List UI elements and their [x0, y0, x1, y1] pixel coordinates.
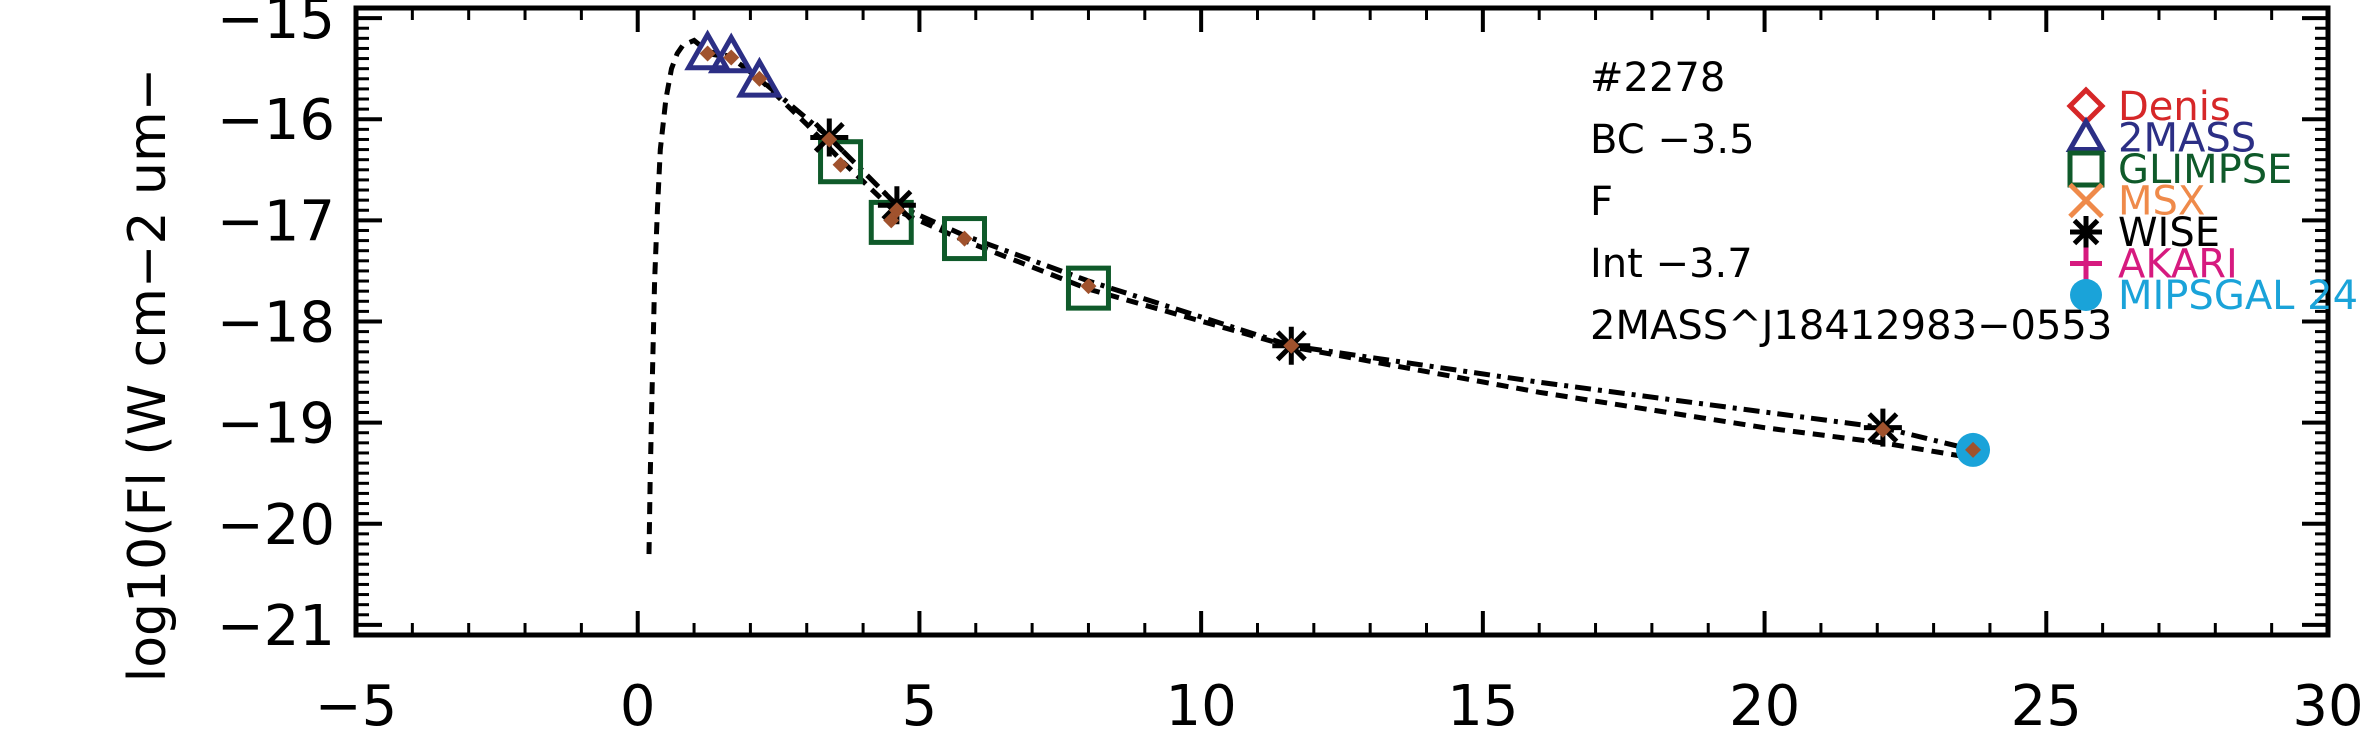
2mass-point	[684, 29, 731, 71]
glimpse-point	[1065, 265, 1111, 311]
legend-wise-label: WISE	[2118, 210, 2220, 256]
annotation-block: #2278 BC −3.5 F Int −3.7 2MASS^J18412983−055…	[1590, 55, 2112, 349]
model-fluxes-point	[1965, 441, 1982, 458]
y-tick-label: −21	[217, 594, 335, 659]
x-tick-label: 15	[1447, 674, 1518, 739]
annotation-line: F	[1590, 179, 1613, 225]
legend-mipsgal-24-label: MIPSGAL 24	[2118, 273, 2358, 319]
y-tick-label: −18	[217, 291, 335, 356]
glimpse-point	[818, 139, 864, 185]
glimpse-point	[942, 216, 988, 262]
legend-2mass-marker	[2065, 116, 2107, 152]
model-fluxes-point	[821, 131, 838, 148]
legend-glimpse-marker	[2067, 150, 2105, 188]
annotation-line: 2MASS^J18412983−0553	[1590, 303, 2112, 349]
legend-denis-label: Denis	[2118, 84, 2231, 130]
y-tick-label: −20	[217, 493, 335, 558]
model-fluxes-point	[699, 45, 716, 62]
y-axis-label: log10(Fl (W cm−2 um−	[118, 68, 178, 682]
legend-mipsgal-24-marker	[2070, 279, 2102, 311]
model-fluxes-point	[1874, 421, 1891, 438]
x-tick-label: 25	[2011, 674, 2082, 739]
y-tick-label: −16	[217, 88, 335, 153]
x-tick-label: 30	[2292, 674, 2361, 739]
model-fluxes-point	[1283, 337, 1300, 354]
model-fluxes-point	[1080, 278, 1097, 295]
y-tick-label: −15	[217, 0, 335, 52]
model-fluxes-point	[832, 156, 849, 173]
x-tick-label: 10	[1166, 674, 1237, 739]
data-points	[684, 29, 1991, 467]
model-fluxes-point	[956, 230, 973, 247]
annotation-line: Int −3.7	[1590, 241, 1753, 287]
annotation-line: #2278	[1590, 55, 1725, 101]
legend-akari-marker	[2070, 247, 2102, 280]
2mass-point	[736, 56, 783, 98]
legend-msx-marker	[2068, 182, 2104, 219]
plot-axes: −5 0 5 10 15 20 25 30 −15 −16 −17 −18 −19 −20 −21	[217, 0, 2361, 739]
legend-2mass-label: 2MASS	[2118, 116, 2256, 162]
model-fluxes-point	[723, 49, 740, 66]
y-tick-label: −19	[217, 392, 335, 457]
2mass-point	[707, 32, 755, 74]
model-fluxes-point	[888, 202, 905, 219]
x-tick-label: 0	[620, 674, 656, 739]
x-tick-label: 20	[1729, 674, 1800, 739]
legend-glimpse-label: GLIMPSE	[2118, 147, 2292, 193]
model-fluxes-point	[751, 70, 768, 87]
annotation-line: BC −3.5	[1590, 117, 1755, 163]
y-tick-label: −17	[217, 189, 335, 254]
legend-msx-label: MSX	[2118, 179, 2205, 225]
legend-akari-label: AKARI	[2118, 242, 2238, 288]
x-tick-label: −5	[315, 674, 398, 739]
x-tick-label: 5	[902, 674, 938, 739]
legend-wise-marker	[2070, 216, 2102, 248]
